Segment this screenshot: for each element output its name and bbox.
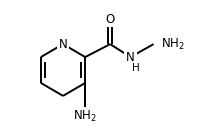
Text: NH$_2$: NH$_2$ xyxy=(73,109,97,124)
Text: NH$_2$: NH$_2$ xyxy=(161,37,185,52)
Text: N: N xyxy=(126,51,135,64)
Text: N: N xyxy=(59,38,67,51)
Text: O: O xyxy=(106,13,115,26)
Text: H: H xyxy=(132,63,140,73)
